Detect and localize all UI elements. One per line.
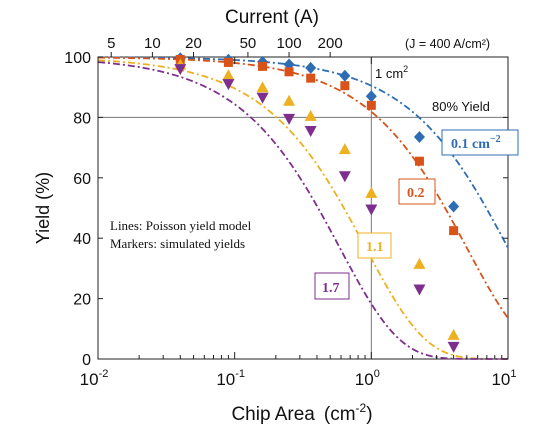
data-point [223,57,233,67]
axis-ticks: 0 20 40 60 80 100 10-2 10-1 100 101 5 10 20 50 100 200 [64,35,516,389]
series-label-box-1.7 [314,272,350,300]
data-point [365,90,377,103]
model-curves [97,56,509,360]
x-tick-label: 10-2 [80,368,109,389]
data-point [365,186,378,198]
data-point [256,81,269,93]
data-markers [174,52,460,353]
x-tick-label: 10-1 [216,368,245,389]
series-label-box-0.1 [441,129,519,156]
data-point [414,156,424,166]
y-tick-label: 60 [73,171,91,188]
model-curve [97,56,509,319]
data-point [306,73,316,83]
data-point [447,341,460,353]
y-tick-label: 80 [73,110,91,127]
plot-frame [97,56,509,360]
data-point [304,125,317,137]
data-point [258,61,268,71]
data-point [413,131,425,144]
top-tick-label: 5 [107,35,115,52]
data-point [338,171,351,183]
series-label-0.1: 0.1 cm−2 [451,134,501,152]
area-reference-label: 1 cm2 [375,64,408,81]
note-line-2: Markers: simulated yields [110,236,245,251]
x-axis-label: Chip Area (cm-2) [231,401,372,425]
top-axis-title: Current (A) [225,7,319,28]
data-point [284,67,294,77]
yield-reference-label: 80% Yield [432,99,490,114]
data-point [283,113,296,125]
note-line-1: Lines: Poisson yield model [110,218,252,233]
series-label-1.7: 1.7 [322,281,340,296]
data-point [413,257,426,269]
x-tick-label: 101 [491,368,516,389]
y-axis-label: Yield (%) [33,172,53,244]
series-label-box-1.1 [357,232,392,259]
data-point [449,226,459,236]
data-point [174,64,187,76]
data-point [365,204,378,216]
data-point [448,200,460,213]
data-point [222,79,235,91]
model-curve [97,56,509,249]
x-tick-label: 100 [355,368,380,389]
data-point [305,61,317,74]
series-label-1.1: 1.1 [366,240,384,255]
top-tick-label: 100 [277,35,302,52]
series-label-box-0.2 [398,178,436,205]
data-point [340,81,350,91]
data-point [256,92,269,104]
top-tick-label: 200 [318,35,343,52]
data-point [222,69,235,81]
y-tick-label: 100 [64,50,91,67]
data-point [413,284,426,296]
data-point [338,143,351,155]
top-axis-note: (J = 400 A/cm²) [405,37,490,51]
data-point [339,69,351,82]
series-label-0.2: 0.2 [407,186,425,201]
model-curve [97,59,508,360]
top-tick-label: 20 [185,35,202,52]
data-point [283,94,296,106]
top-tick-label: 50 [240,35,257,52]
y-tick-label: 40 [73,231,91,248]
y-tick-label: 0 [82,352,91,369]
data-point [447,328,460,340]
data-point [366,100,376,110]
data-point [304,109,317,121]
top-tick-label: 10 [144,35,161,52]
y-tick-label: 20 [73,292,91,309]
